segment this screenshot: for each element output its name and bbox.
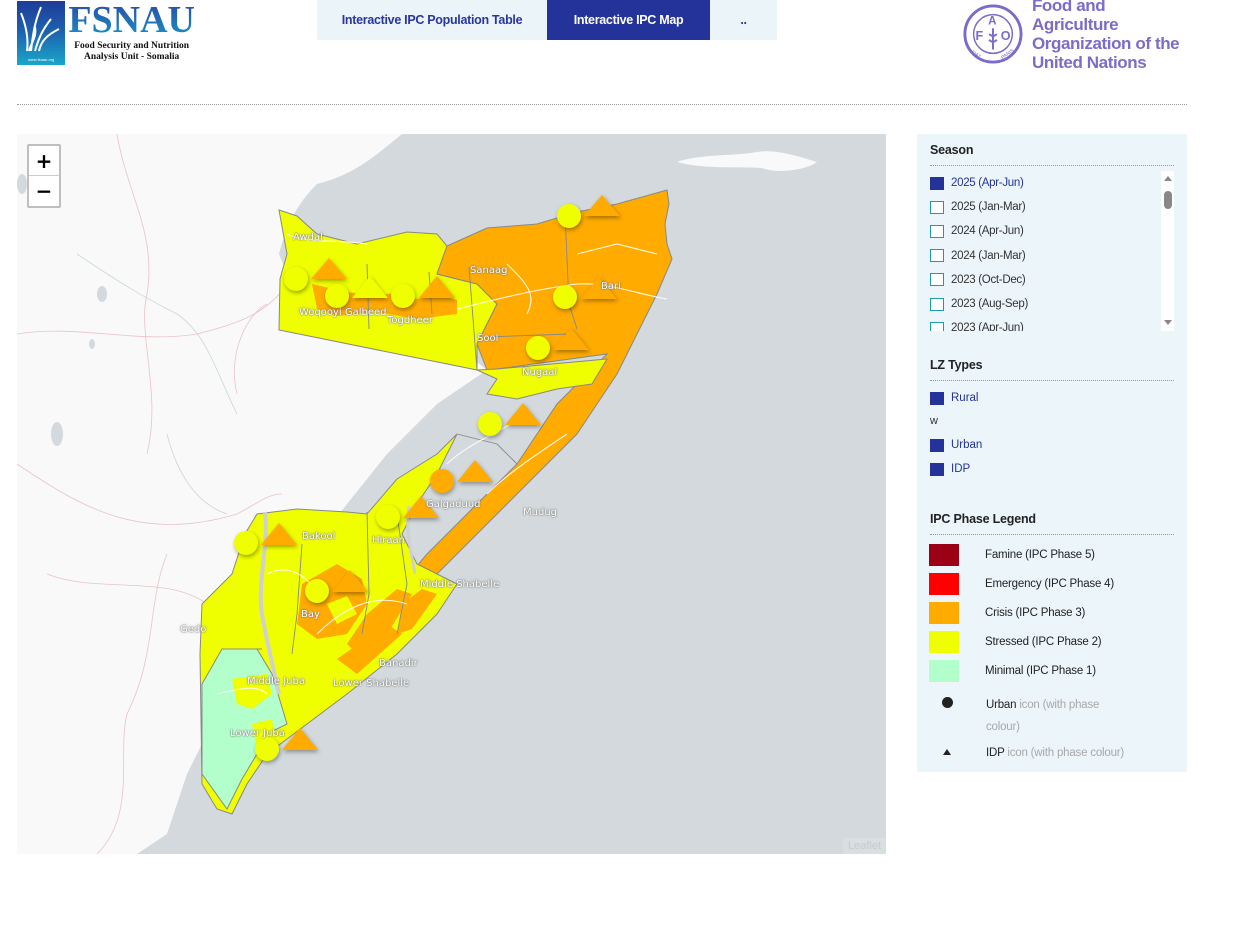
lz-type-idp[interactable]: IDP	[930, 457, 1174, 481]
ipc-map[interactable]: Awdal Woqooyi Galbeed Togdheer Sanaag Ba…	[17, 134, 886, 854]
fao-emblem-icon: F A O FIAT PANIS	[963, 4, 1023, 64]
season-list[interactable]: 2025 (Apr-Jun) 2025 (Jan-Mar) 2024 (Apr-…	[930, 171, 1174, 331]
zoom-control: + −	[27, 144, 61, 208]
checkbox-icon[interactable]	[930, 273, 944, 287]
ipc-legend: Famine (IPC Phase 5) Emergency (IPC Phas…	[929, 540, 1174, 761]
idp-triangle-icon	[943, 749, 951, 755]
legend-item-idp-icon: IDP icon (with phase colour)	[930, 745, 1174, 761]
fao-name-line-2: Organization of the	[1031, 34, 1180, 53]
checkbox-icon[interactable]	[930, 321, 944, 331]
legend-item-minimal: Minimal (IPC Phase 1)	[929, 656, 1174, 685]
fao-name-line-3: United Nations	[1031, 53, 1147, 72]
season-option-2024-apr-jun[interactable]: 2024 (Apr-Jun)	[930, 219, 1160, 243]
legend-item-crisis: Crisis (IPC Phase 3)	[929, 598, 1174, 627]
season-scrollbar[interactable]	[1161, 171, 1174, 331]
leaflet-attribution-link[interactable]: Leaflet	[842, 838, 886, 854]
ipc-legend-title: IPC Phase Legend	[930, 503, 1174, 535]
checkbox-icon[interactable]	[930, 200, 944, 214]
fsnau-subtitle-1: Food Security and Nutrition	[74, 41, 190, 51]
main-nav: Interactive IPC Population Table Interac…	[317, 0, 777, 40]
scroll-up-arrow-icon[interactable]	[1164, 176, 1172, 181]
stressed-swatch	[929, 630, 959, 653]
checkbox-icon[interactable]	[930, 297, 944, 311]
fsnau-title: FSNAU	[68, 0, 195, 41]
crisis-swatch	[929, 601, 959, 624]
tab-more[interactable]: ..	[710, 0, 777, 40]
season-option-2023-aug-sep[interactable]: 2023 (Aug-Sep)	[930, 292, 1160, 316]
checkbox-icon[interactable]	[930, 224, 944, 238]
lz-type-rural[interactable]: Rural	[930, 386, 1174, 410]
legend-item-famine: Famine (IPC Phase 5)	[929, 540, 1174, 569]
fao-name-line-1: Food and Agriculture	[1031, 0, 1119, 34]
svg-text:F: F	[976, 29, 984, 43]
svg-text:O: O	[1001, 29, 1011, 43]
filter-sidebar: Season 2025 (Apr-Jun) 2025 (Jan-Mar) 202…	[917, 134, 1187, 772]
header-divider	[17, 104, 1187, 105]
fsnau-website: www.fsnau.org	[28, 57, 55, 62]
emergency-swatch	[929, 572, 959, 595]
urban-circle-icon	[941, 697, 953, 708]
svg-text:FIAT: FIAT	[970, 49, 982, 60]
season-option-2025-apr-jun[interactable]: 2025 (Apr-Jun)	[930, 171, 1160, 195]
zoom-in-button[interactable]: +	[29, 146, 59, 176]
season-option-2024-jan-mar[interactable]: 2024 (Jan-Mar)	[930, 244, 1160, 268]
season-title: Season	[930, 134, 1174, 166]
lz-type-urban[interactable]: Urban	[930, 433, 1174, 457]
fsnau-logo[interactable]: www.fsnau.org FSNAU Food Security and Nu…	[17, 1, 195, 66]
legend-item-stressed: Stressed (IPC Phase 2)	[929, 627, 1174, 656]
minimal-swatch	[929, 659, 959, 682]
svg-text:A: A	[988, 14, 997, 27]
checkbox-checked-icon[interactable]	[930, 462, 944, 476]
scroll-thumb[interactable]	[1164, 191, 1172, 209]
map-markers	[234, 195, 620, 761]
lz-types-title: LZ Types	[930, 349, 1174, 381]
map-canvas[interactable]	[17, 134, 886, 854]
stray-text: w	[930, 415, 938, 427]
scroll-down-arrow-icon[interactable]	[1164, 320, 1172, 325]
tab-ipc-population-table[interactable]: Interactive IPC Population Table	[317, 0, 547, 40]
fao-logo[interactable]: F A O FIAT PANIS Food and Agriculture Or…	[962, 0, 1190, 72]
checkbox-icon[interactable]	[930, 249, 944, 263]
legend-item-emergency: Emergency (IPC Phase 4)	[929, 569, 1174, 598]
fsnau-grass-icon: www.fsnau.org	[17, 1, 66, 65]
checkbox-checked-icon[interactable]	[930, 438, 944, 452]
season-option-2023-apr-jun[interactable]: 2023 (Apr-Jun)	[930, 316, 1160, 331]
season-option-2025-jan-mar[interactable]: 2025 (Jan-Mar)	[930, 195, 1160, 219]
legend-item-urban-icon: Urban icon (with phase colour)	[930, 694, 1174, 738]
season-option-2023-oct-dec[interactable]: 2023 (Oct-Dec)	[930, 268, 1160, 292]
checkbox-checked-icon[interactable]	[930, 176, 944, 190]
zoom-out-button[interactable]: −	[35, 179, 53, 203]
famine-swatch	[929, 543, 959, 566]
checkbox-checked-icon[interactable]	[930, 391, 944, 405]
fsnau-subtitle-2: Analysis Unit - Somalia	[84, 52, 180, 62]
tab-ipc-map[interactable]: Interactive IPC Map	[547, 0, 710, 40]
